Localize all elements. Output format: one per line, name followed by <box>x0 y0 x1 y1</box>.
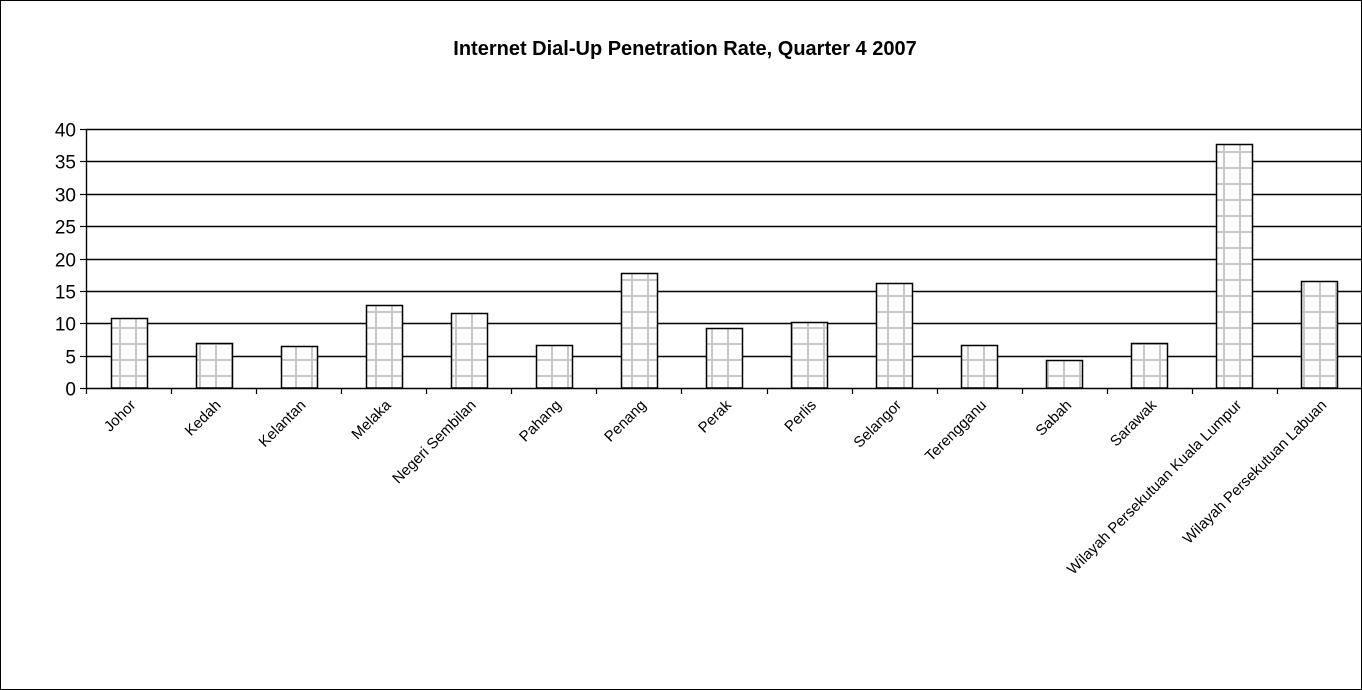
bar-kedah <box>195 342 234 389</box>
bar-sabah <box>1045 359 1084 389</box>
bar-johor <box>110 317 149 389</box>
bars <box>110 143 1339 389</box>
y-tick-label: 10 <box>55 315 76 336</box>
bar-sarawak <box>1130 342 1169 389</box>
bar-negeri-sembilan <box>450 312 489 389</box>
y-axis-tick-labels: 0 5 10 15 20 25 30 35 40 <box>55 121 76 401</box>
y-tick-label: 25 <box>55 218 76 239</box>
y-tick-label: 5 <box>65 348 76 369</box>
y-tick-label: 35 <box>55 153 76 174</box>
y-tick-label: 20 <box>55 251 76 272</box>
bar-perlis <box>790 321 829 389</box>
y-tick-label: 0 <box>65 380 76 401</box>
axes <box>80 128 1362 394</box>
bar-pahang <box>535 344 574 389</box>
bar-selangor <box>875 282 914 389</box>
y-tick-label: 30 <box>55 186 76 207</box>
bar-wilayah-persekutuan-kuala-lumpur <box>1215 143 1254 389</box>
bar-terengganu <box>960 344 999 389</box>
bar-perak <box>705 327 744 389</box>
bar-melaka <box>365 304 404 389</box>
bar-kelantan <box>280 345 319 389</box>
bar-penang <box>620 272 659 389</box>
chart-title: Internet Dial-Up Penetration Rate, Quart… <box>453 38 916 60</box>
y-tick-label: 15 <box>55 283 76 304</box>
y-tick-label: 40 <box>55 121 76 142</box>
bar-wilayah-persekutuan-labuan <box>1300 280 1339 389</box>
